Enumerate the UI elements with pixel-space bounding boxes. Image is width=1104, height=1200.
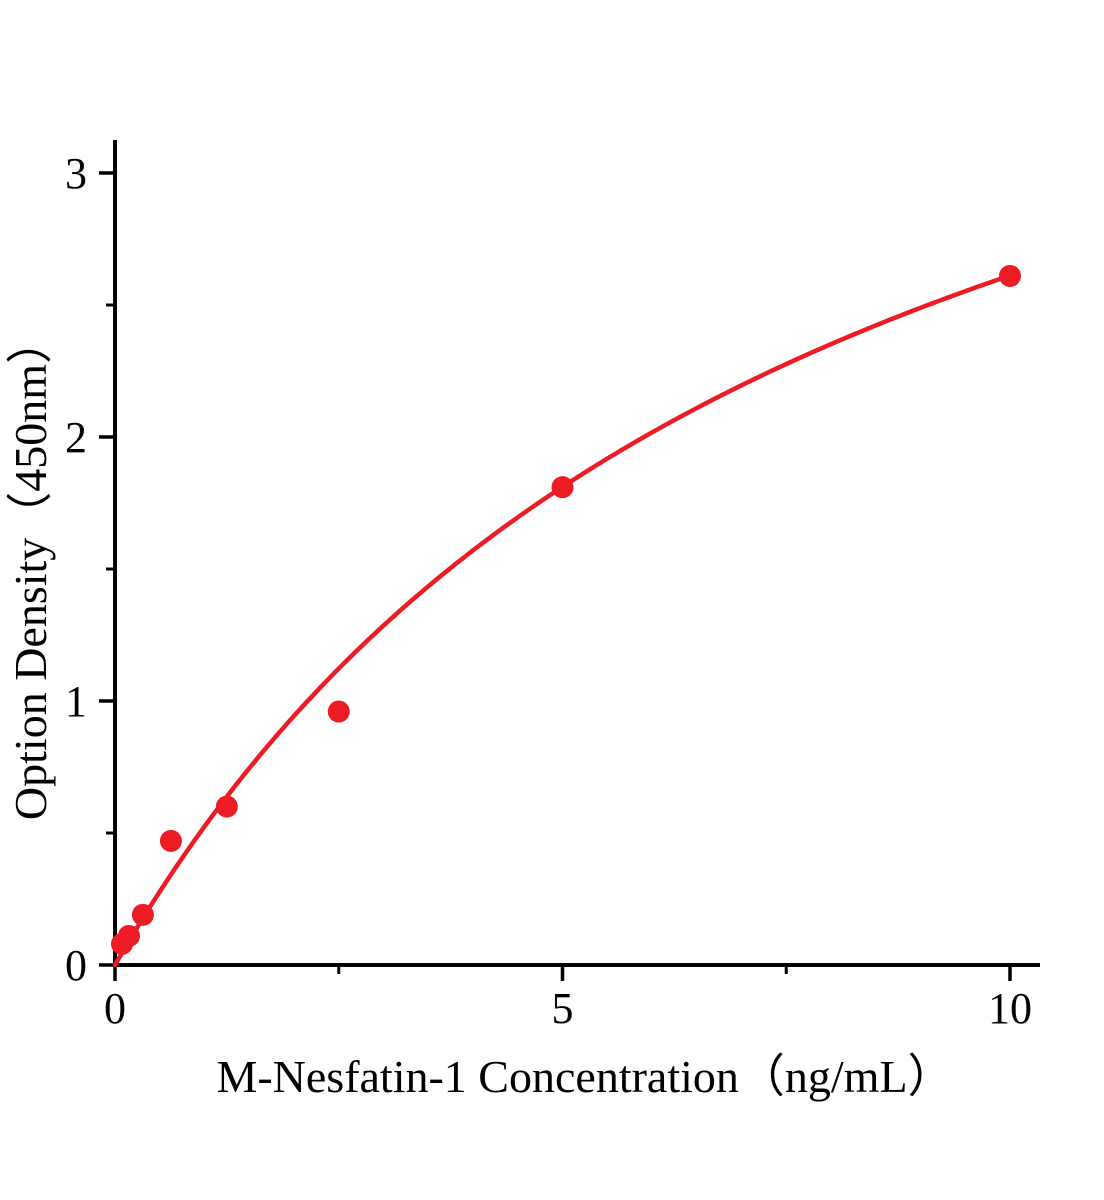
y-tick-label: 3 [65,149,87,198]
data-point [551,476,574,499]
data-point [131,903,154,926]
data-point [117,924,140,947]
y-tick-label: 1 [65,677,87,726]
x-tick-label: 10 [988,984,1032,1033]
fit-curve [112,273,1013,968]
y-tick-label: 0 [65,941,87,990]
data-point [999,264,1021,287]
x-tick-label: 0 [104,984,126,1033]
x-tick-label: 5 [552,984,574,1033]
y-tick-label: 2 [65,413,87,462]
chart-generated-layer: 0 5 10 0 1 2 3 [65,140,1040,1033]
data-point [159,829,182,852]
y-axis-label: Option Density（450nm） [5,318,56,820]
x-axis-label: M-Nesfatin-1 Concentration（ng/mL） [216,1051,953,1102]
data-point [327,700,350,723]
data-point [215,795,238,818]
